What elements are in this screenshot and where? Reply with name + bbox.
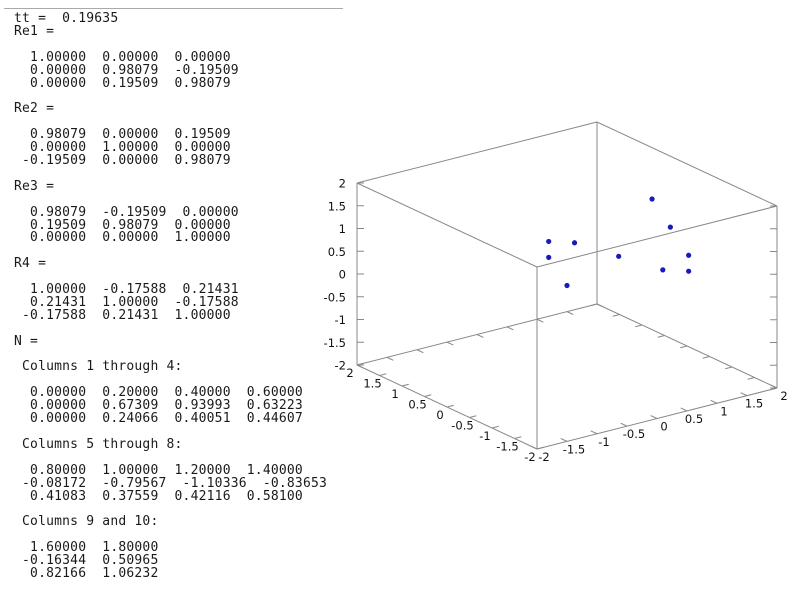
svg-text:1: 1 bbox=[720, 404, 727, 418]
axis-ticks bbox=[356, 182, 778, 450]
scatter-point bbox=[564, 282, 570, 289]
svg-text:1: 1 bbox=[339, 222, 346, 236]
scatter-point bbox=[546, 254, 552, 260]
svg-text:0: 0 bbox=[660, 420, 667, 434]
svg-text:-0.5: -0.5 bbox=[451, 419, 473, 433]
scatter-point bbox=[686, 252, 692, 258]
scatter-point bbox=[667, 224, 673, 230]
svg-text:-2: -2 bbox=[538, 450, 549, 464]
svg-text:1.5: 1.5 bbox=[745, 397, 763, 411]
svg-text:-1.5: -1.5 bbox=[324, 336, 346, 350]
svg-text:0.5: 0.5 bbox=[685, 412, 703, 426]
scatter-point bbox=[616, 253, 622, 259]
data-points bbox=[546, 196, 692, 289]
svg-text:0: 0 bbox=[436, 408, 443, 422]
svg-text:-0.5: -0.5 bbox=[324, 290, 346, 304]
svg-text:2: 2 bbox=[346, 366, 353, 380]
svg-text:-2: -2 bbox=[524, 450, 535, 464]
svg-text:-2: -2 bbox=[335, 359, 346, 373]
svg-text:0.5: 0.5 bbox=[408, 398, 426, 412]
svg-text:1.5: 1.5 bbox=[363, 377, 381, 391]
svg-text:-0.5: -0.5 bbox=[623, 427, 645, 441]
svg-text:-1: -1 bbox=[598, 435, 609, 449]
svg-text:0: 0 bbox=[339, 268, 346, 282]
scatter-point bbox=[660, 267, 666, 273]
svg-text:2: 2 bbox=[339, 177, 346, 191]
svg-text:-1.5: -1.5 bbox=[563, 442, 585, 456]
svg-text:-1: -1 bbox=[479, 429, 490, 443]
scatter-point bbox=[571, 240, 578, 246]
console-output: tt = 0.19635 Re1 = 1.00000 0.00000 0.000… bbox=[14, 11, 328, 581]
axis-tick-labels: -2-2-2-1.5-1.5-1.5-1-1-1-0.5-0.5-0.50000… bbox=[324, 177, 788, 465]
svg-text:-1.5: -1.5 bbox=[496, 440, 518, 454]
svg-text:2: 2 bbox=[780, 389, 787, 403]
scatter-point bbox=[649, 196, 655, 202]
svg-text:1: 1 bbox=[391, 387, 398, 401]
scatter-point bbox=[686, 268, 692, 274]
svg-text:0.5: 0.5 bbox=[328, 245, 346, 259]
scatter-point bbox=[546, 238, 552, 245]
svg-text:-1: -1 bbox=[335, 313, 346, 327]
console-top-divider bbox=[4, 8, 343, 9]
svg-text:1.5: 1.5 bbox=[328, 199, 346, 213]
